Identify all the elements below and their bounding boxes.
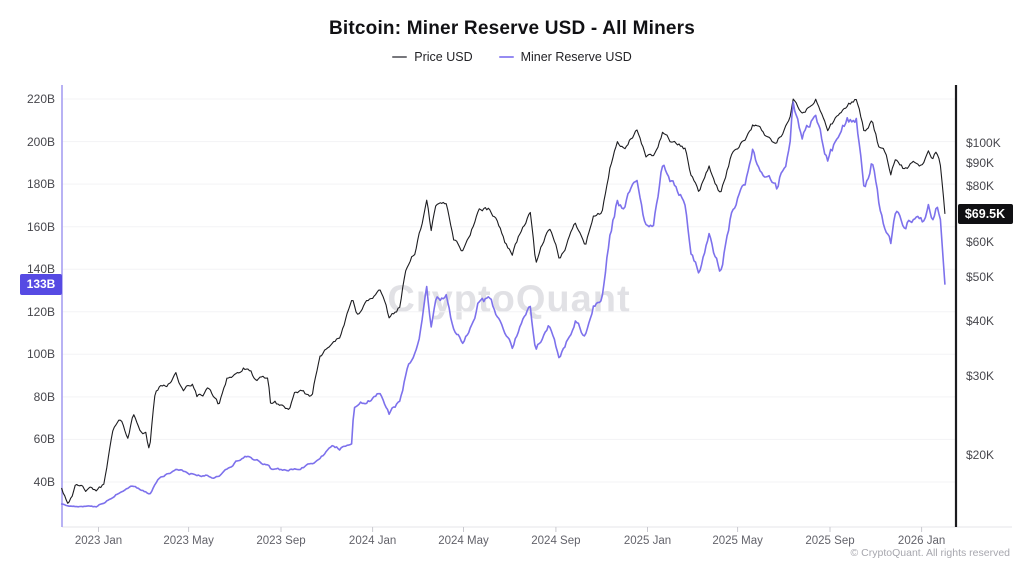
- x-axis-tick: 2025 Jan: [623, 535, 672, 547]
- x-axis-tick: 2026 Jan: [897, 535, 946, 547]
- left-axis-tick: 120B: [26, 304, 55, 319]
- chart-title: Bitcoin: Miner Reserve USD - All Miners: [328, 18, 696, 39]
- left-axis-tick: 100B: [26, 347, 55, 362]
- legend-item-price[interactable]: Price USD: [392, 50, 473, 64]
- right-axis-tick: $80K: [966, 179, 995, 194]
- left-axis-tick: 60B: [33, 432, 55, 447]
- miner-reserve-line-swatch-icon: [498, 56, 514, 58]
- x-axis-tick: 2024 Sep: [531, 535, 581, 547]
- left-axis-tick: 180B: [26, 177, 55, 192]
- series-line-price: [61, 98, 946, 504]
- price-current-value-badge: $69.5K: [957, 203, 1013, 224]
- right-axis-tick: $90K: [966, 156, 995, 171]
- left-axis-tick: 160B: [26, 219, 55, 234]
- left-axis-tick: 140B: [26, 262, 55, 277]
- legend-label-miner-reserve: Miner Reserve USD: [520, 50, 632, 64]
- miner-reserve-current-value-badge: 133B: [20, 273, 62, 295]
- right-axis-tick: $50K: [966, 270, 995, 285]
- right-axis-tick: $100K: [966, 136, 1001, 150]
- right-axis-tick: $20K: [966, 447, 995, 462]
- left-axis-tick: 80B: [33, 389, 55, 404]
- left-axis-tick: 200B: [26, 134, 55, 149]
- x-axis-tick: 2023 Sep: [256, 535, 306, 547]
- legend: Price USD Miner Reserve USD: [0, 50, 1024, 64]
- x-axis-tick: 2024 Jan: [348, 535, 397, 547]
- price-line-swatch-icon: [392, 56, 408, 58]
- x-axis-tick: 2023 May: [163, 535, 214, 547]
- x-axis-tick: 2025 Sep: [805, 535, 855, 547]
- legend-label-price: Price USD: [414, 50, 473, 64]
- series-line-miner-reserve: [60, 101, 946, 508]
- x-axis-tick: 2025 May: [712, 535, 763, 547]
- right-axis-tick: $40K: [966, 313, 995, 328]
- x-axis-tick: 2024 May: [438, 535, 489, 547]
- copyright-footer: © CryptoQuant. All rights reserved: [850, 547, 1010, 559]
- left-axis-tick: 40B: [33, 475, 55, 489]
- left-axis-tick: 220B: [26, 92, 55, 106]
- x-axis-tick: 2023 Jan: [74, 535, 123, 547]
- right-axis-tick: $60K: [966, 234, 995, 249]
- right-axis-tick: $30K: [966, 369, 995, 384]
- legend-item-miner-reserve[interactable]: Miner Reserve USD: [498, 50, 632, 64]
